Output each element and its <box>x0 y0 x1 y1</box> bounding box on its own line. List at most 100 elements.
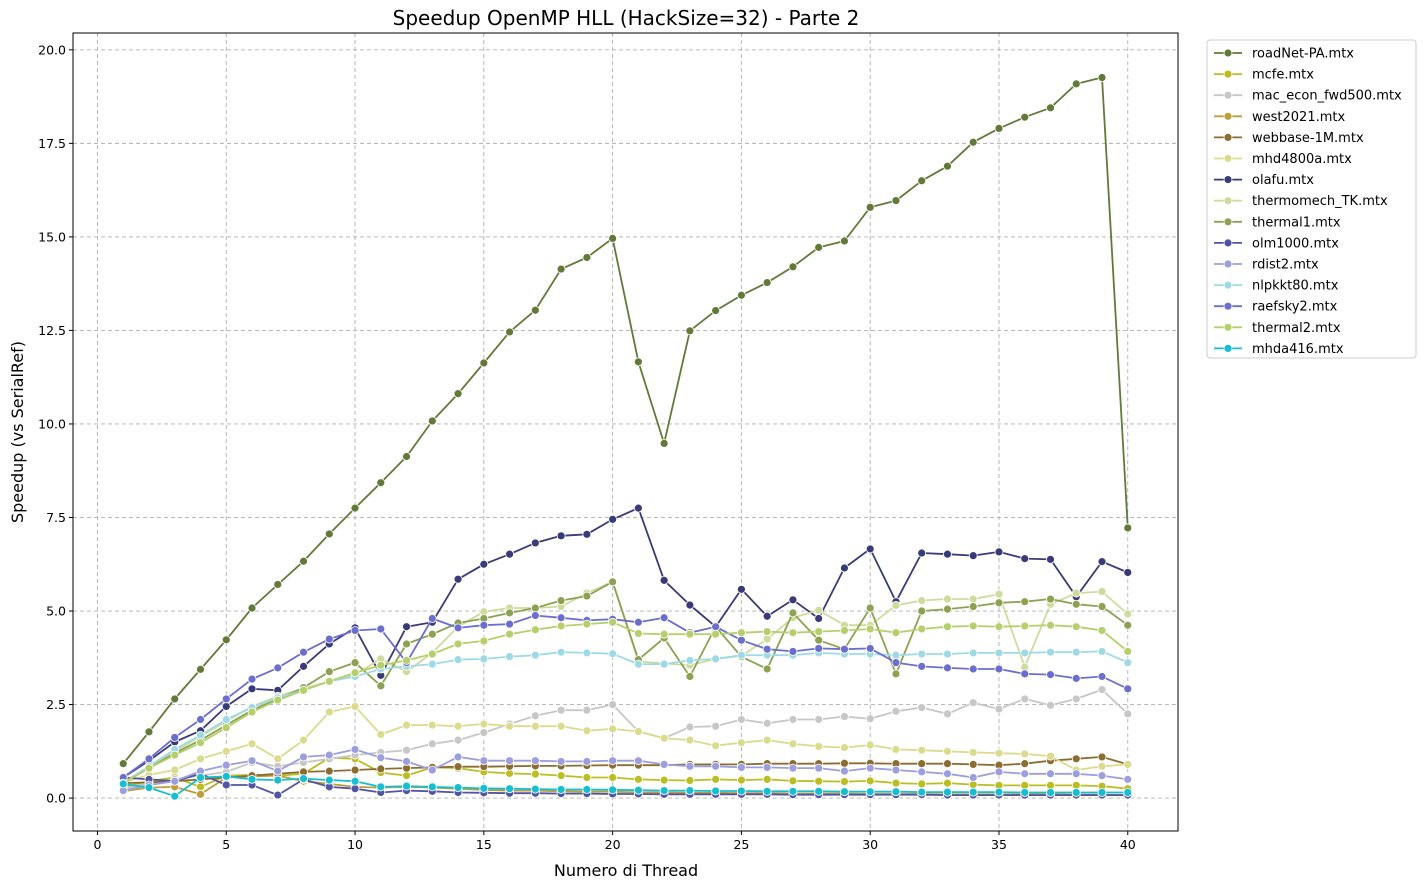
data-point <box>350 658 360 668</box>
data-point <box>479 783 489 793</box>
series-line <box>123 756 1129 784</box>
data-point <box>299 752 308 762</box>
data-point <box>530 784 540 794</box>
series-line <box>122 650 1129 784</box>
data-point <box>273 695 283 705</box>
data-point <box>479 728 489 738</box>
data-point <box>196 789 205 799</box>
data-point <box>788 776 798 786</box>
legend-label: roadNet-PA.mtx <box>1252 47 1354 62</box>
data-point <box>1097 771 1107 781</box>
data-point <box>659 613 669 623</box>
data-point <box>582 757 592 766</box>
data-point <box>865 714 875 724</box>
data-point <box>711 306 721 315</box>
data-point <box>350 784 360 794</box>
data-point <box>530 721 540 731</box>
data-point <box>1071 79 1081 89</box>
data-point <box>1123 609 1133 619</box>
data-point <box>530 611 540 620</box>
data-point <box>1020 759 1030 769</box>
data-point <box>685 761 695 771</box>
data-point <box>840 777 849 787</box>
data-point <box>865 544 875 554</box>
data-point <box>556 621 566 631</box>
data-point <box>427 720 437 730</box>
series-line <box>123 756 1128 790</box>
legend-frame <box>1206 39 1417 359</box>
x-tick-label: 25 <box>733 837 749 852</box>
data-point <box>1071 588 1081 598</box>
data-point <box>943 549 952 559</box>
data-point <box>1020 648 1030 658</box>
data-point <box>737 290 746 300</box>
legend-label: webbase-1M.mtx <box>1252 131 1364 146</box>
data-point <box>273 754 283 764</box>
data-point <box>865 624 875 634</box>
data-point <box>840 758 849 768</box>
data-point <box>247 707 257 717</box>
series-line <box>123 772 1128 796</box>
data-point <box>479 620 489 630</box>
legend-label: mac_econ_fwd500.mtx <box>1252 89 1402 104</box>
series-lines <box>118 73 1133 801</box>
data-point <box>711 774 721 784</box>
y-tick-label: 17.5 <box>38 136 66 151</box>
data-point <box>324 775 334 785</box>
x-axis-title: Numero di Thread <box>554 861 698 880</box>
data-point <box>840 236 849 246</box>
data-point <box>762 278 772 287</box>
data-point <box>1020 769 1030 779</box>
data-point <box>943 759 952 769</box>
data-point <box>1123 523 1133 533</box>
data-point <box>247 739 257 749</box>
data-point <box>943 161 952 171</box>
data-point <box>788 739 798 749</box>
data-point <box>427 765 437 775</box>
data-point <box>376 782 386 792</box>
data-point <box>196 730 205 740</box>
data-point <box>762 664 772 674</box>
data-point <box>608 617 618 627</box>
data-point <box>1046 769 1055 779</box>
data-point <box>170 750 180 760</box>
data-point <box>994 648 1004 658</box>
data-point <box>273 580 283 589</box>
data-point <box>1020 621 1030 631</box>
data-point <box>427 782 437 792</box>
data-point <box>144 783 154 793</box>
data-point <box>608 233 618 243</box>
data-point <box>840 712 849 721</box>
data-point <box>737 775 746 785</box>
data-point <box>170 733 180 742</box>
data-point <box>376 660 386 670</box>
data-point <box>659 629 669 639</box>
data-point <box>1020 112 1030 122</box>
data-point <box>711 741 721 751</box>
legend-entry: olm1000.mtx <box>1214 236 1339 251</box>
data-point <box>273 775 283 785</box>
legend-entry: webbase-1M.mtx <box>1214 131 1364 146</box>
data-point <box>840 644 849 654</box>
data-point <box>582 648 592 658</box>
data-point <box>685 629 695 639</box>
series-rdist2-mtx <box>118 745 1133 795</box>
data-point <box>814 635 824 645</box>
data-point <box>350 702 360 711</box>
data-point <box>273 766 283 776</box>
data-point <box>1071 622 1081 632</box>
data-point <box>1020 749 1030 759</box>
data-point <box>685 776 695 785</box>
data-point <box>453 639 463 649</box>
data-point <box>196 773 205 782</box>
data-point <box>324 750 334 760</box>
data-point <box>814 776 824 786</box>
data-point <box>711 721 721 731</box>
data-point <box>221 760 231 770</box>
data-point <box>943 769 952 779</box>
data-point <box>891 628 901 638</box>
data-point <box>530 538 540 548</box>
data-point <box>453 762 463 772</box>
data-point <box>1046 700 1055 710</box>
data-point <box>582 253 592 262</box>
